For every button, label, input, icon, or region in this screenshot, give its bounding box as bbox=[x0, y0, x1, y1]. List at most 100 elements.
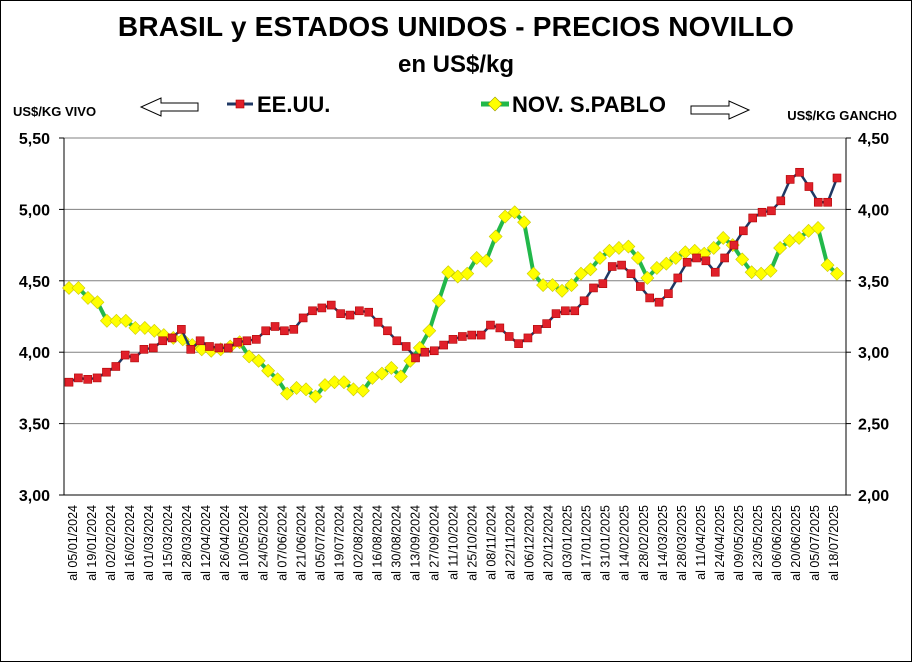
brazil-data-point bbox=[289, 380, 304, 395]
usa-data-point bbox=[729, 240, 739, 250]
brazil-data-point bbox=[128, 320, 143, 335]
usa-data-point bbox=[364, 307, 374, 317]
x-tick-label: al 26/04/2024 bbox=[218, 505, 232, 581]
usa-data-point bbox=[317, 303, 327, 313]
usa-data-point bbox=[392, 336, 402, 346]
usa-data-point bbox=[83, 375, 93, 384]
brazil-data-point bbox=[431, 293, 446, 308]
brazil-data-point bbox=[100, 313, 114, 328]
usa-data-point bbox=[205, 342, 214, 351]
usa-data-point bbox=[458, 332, 467, 341]
left-axis-caption: US$/KG VIVO bbox=[13, 104, 97, 119]
gridlines bbox=[64, 137, 846, 425]
usa-data-point bbox=[280, 326, 289, 336]
brazil-data-point bbox=[261, 363, 276, 378]
brazil-data-point bbox=[337, 375, 351, 390]
usa-data-point bbox=[710, 267, 720, 277]
usa-data-point bbox=[598, 279, 608, 288]
usa-data-point bbox=[785, 175, 795, 184]
brazil-data-point bbox=[830, 266, 844, 281]
legend-usa-label: EE.UU. bbox=[257, 92, 331, 117]
x-tick-label: al 05/07/2024 bbox=[313, 505, 327, 581]
usa-data-point bbox=[148, 343, 158, 353]
x-tick-label: al 16/08/2024 bbox=[370, 505, 384, 581]
usa-data-point bbox=[233, 337, 242, 347]
usa-data-point bbox=[561, 306, 570, 316]
x-tick-label: al 15/03/2024 bbox=[161, 505, 175, 581]
y-left-tick-label: 5,50 bbox=[19, 131, 50, 148]
x-tick-label: al 16/02/2024 bbox=[123, 505, 137, 581]
brazil-data-point bbox=[251, 353, 266, 368]
brazil-data-point bbox=[393, 369, 408, 384]
brazil-data-point bbox=[270, 372, 285, 387]
brazil-data-point bbox=[630, 251, 645, 265]
brazil-data-point bbox=[574, 266, 588, 281]
brazil-data-point bbox=[763, 263, 778, 278]
usa-data-point bbox=[289, 325, 299, 334]
usa-data-point bbox=[158, 336, 167, 346]
usa-data-point bbox=[551, 309, 561, 318]
x-tick-label: al 30/08/2024 bbox=[389, 505, 403, 581]
x-tick-label: al 12/04/2024 bbox=[199, 505, 213, 581]
brazil-data-point bbox=[621, 239, 636, 254]
x-tick-label: al 11/04/2025 bbox=[694, 505, 708, 580]
usa-data-point bbox=[355, 306, 364, 316]
x-tick-label: al 18/07/2025 bbox=[827, 505, 841, 581]
usa-data-point bbox=[439, 340, 448, 350]
usa-data-point bbox=[636, 282, 645, 291]
x-tick-label: al 20/12/2024 bbox=[542, 505, 556, 581]
x-tick-label: al 28/03/2024 bbox=[180, 505, 194, 581]
usa-data-point bbox=[776, 196, 786, 206]
x-tick-label: al 27/09/2024 bbox=[427, 505, 441, 581]
y-right-tick-label: 2,00 bbox=[858, 488, 889, 505]
usa-data-point bbox=[645, 293, 654, 303]
brazil-data-point bbox=[536, 278, 550, 293]
x-tick-label: al 20/06/2025 bbox=[789, 505, 803, 581]
brazil-data-point bbox=[422, 323, 437, 338]
usa-data-point bbox=[261, 326, 270, 336]
x-tick-label: al 13/09/2024 bbox=[408, 505, 422, 581]
legend-usa-marker bbox=[235, 99, 245, 109]
x-tick-label: al 14/03/2025 bbox=[656, 505, 670, 581]
brazil-data-point bbox=[308, 389, 323, 404]
usa-data-point bbox=[420, 347, 430, 357]
usa-data-point bbox=[345, 310, 355, 320]
usa-data-point bbox=[252, 335, 261, 344]
x-tick-label: al 25/10/2024 bbox=[466, 505, 480, 581]
usa-data-point bbox=[167, 333, 177, 343]
right-axis-caption: US$/KG GANCHO bbox=[787, 108, 897, 123]
usa-data-point bbox=[607, 262, 617, 271]
usa-data-point bbox=[748, 213, 758, 223]
brazil-data-point bbox=[365, 370, 380, 385]
usa-data-point bbox=[542, 319, 551, 328]
usa-data-point bbox=[130, 353, 139, 363]
brazil-data-point bbox=[488, 229, 503, 244]
usa-data-point bbox=[504, 332, 514, 341]
usa-data-point bbox=[214, 343, 224, 353]
brazil-data-point bbox=[640, 271, 655, 285]
left-arrow-icon bbox=[139, 97, 199, 117]
brazil-data-point bbox=[109, 313, 124, 328]
x-tick-label: al 07/06/2024 bbox=[275, 505, 289, 581]
x-tick-label: al 02/08/2024 bbox=[351, 505, 365, 581]
x-tick-label: al 28/02/2025 bbox=[637, 505, 651, 581]
usa-data-point bbox=[767, 206, 776, 216]
brazil-data-point bbox=[545, 278, 560, 293]
y-right-tick-label: 3,50 bbox=[858, 274, 889, 291]
usa-data-point bbox=[486, 320, 495, 330]
usa-data-point bbox=[813, 197, 823, 207]
brazil-data-point bbox=[820, 258, 835, 273]
brazil-data-point bbox=[469, 251, 484, 265]
usa-data-point bbox=[701, 256, 711, 266]
usa-data-point bbox=[429, 346, 439, 356]
legend bbox=[139, 96, 751, 120]
usa-data-point bbox=[589, 283, 598, 293]
usa-data-point bbox=[523, 333, 533, 343]
usa-data-point bbox=[64, 377, 74, 387]
usa-data-point bbox=[739, 226, 748, 236]
brazil-data-point bbox=[90, 295, 105, 310]
usa-data-point bbox=[664, 289, 673, 298]
brazil-data-point bbox=[564, 278, 579, 293]
usa-data-point bbox=[692, 253, 701, 263]
